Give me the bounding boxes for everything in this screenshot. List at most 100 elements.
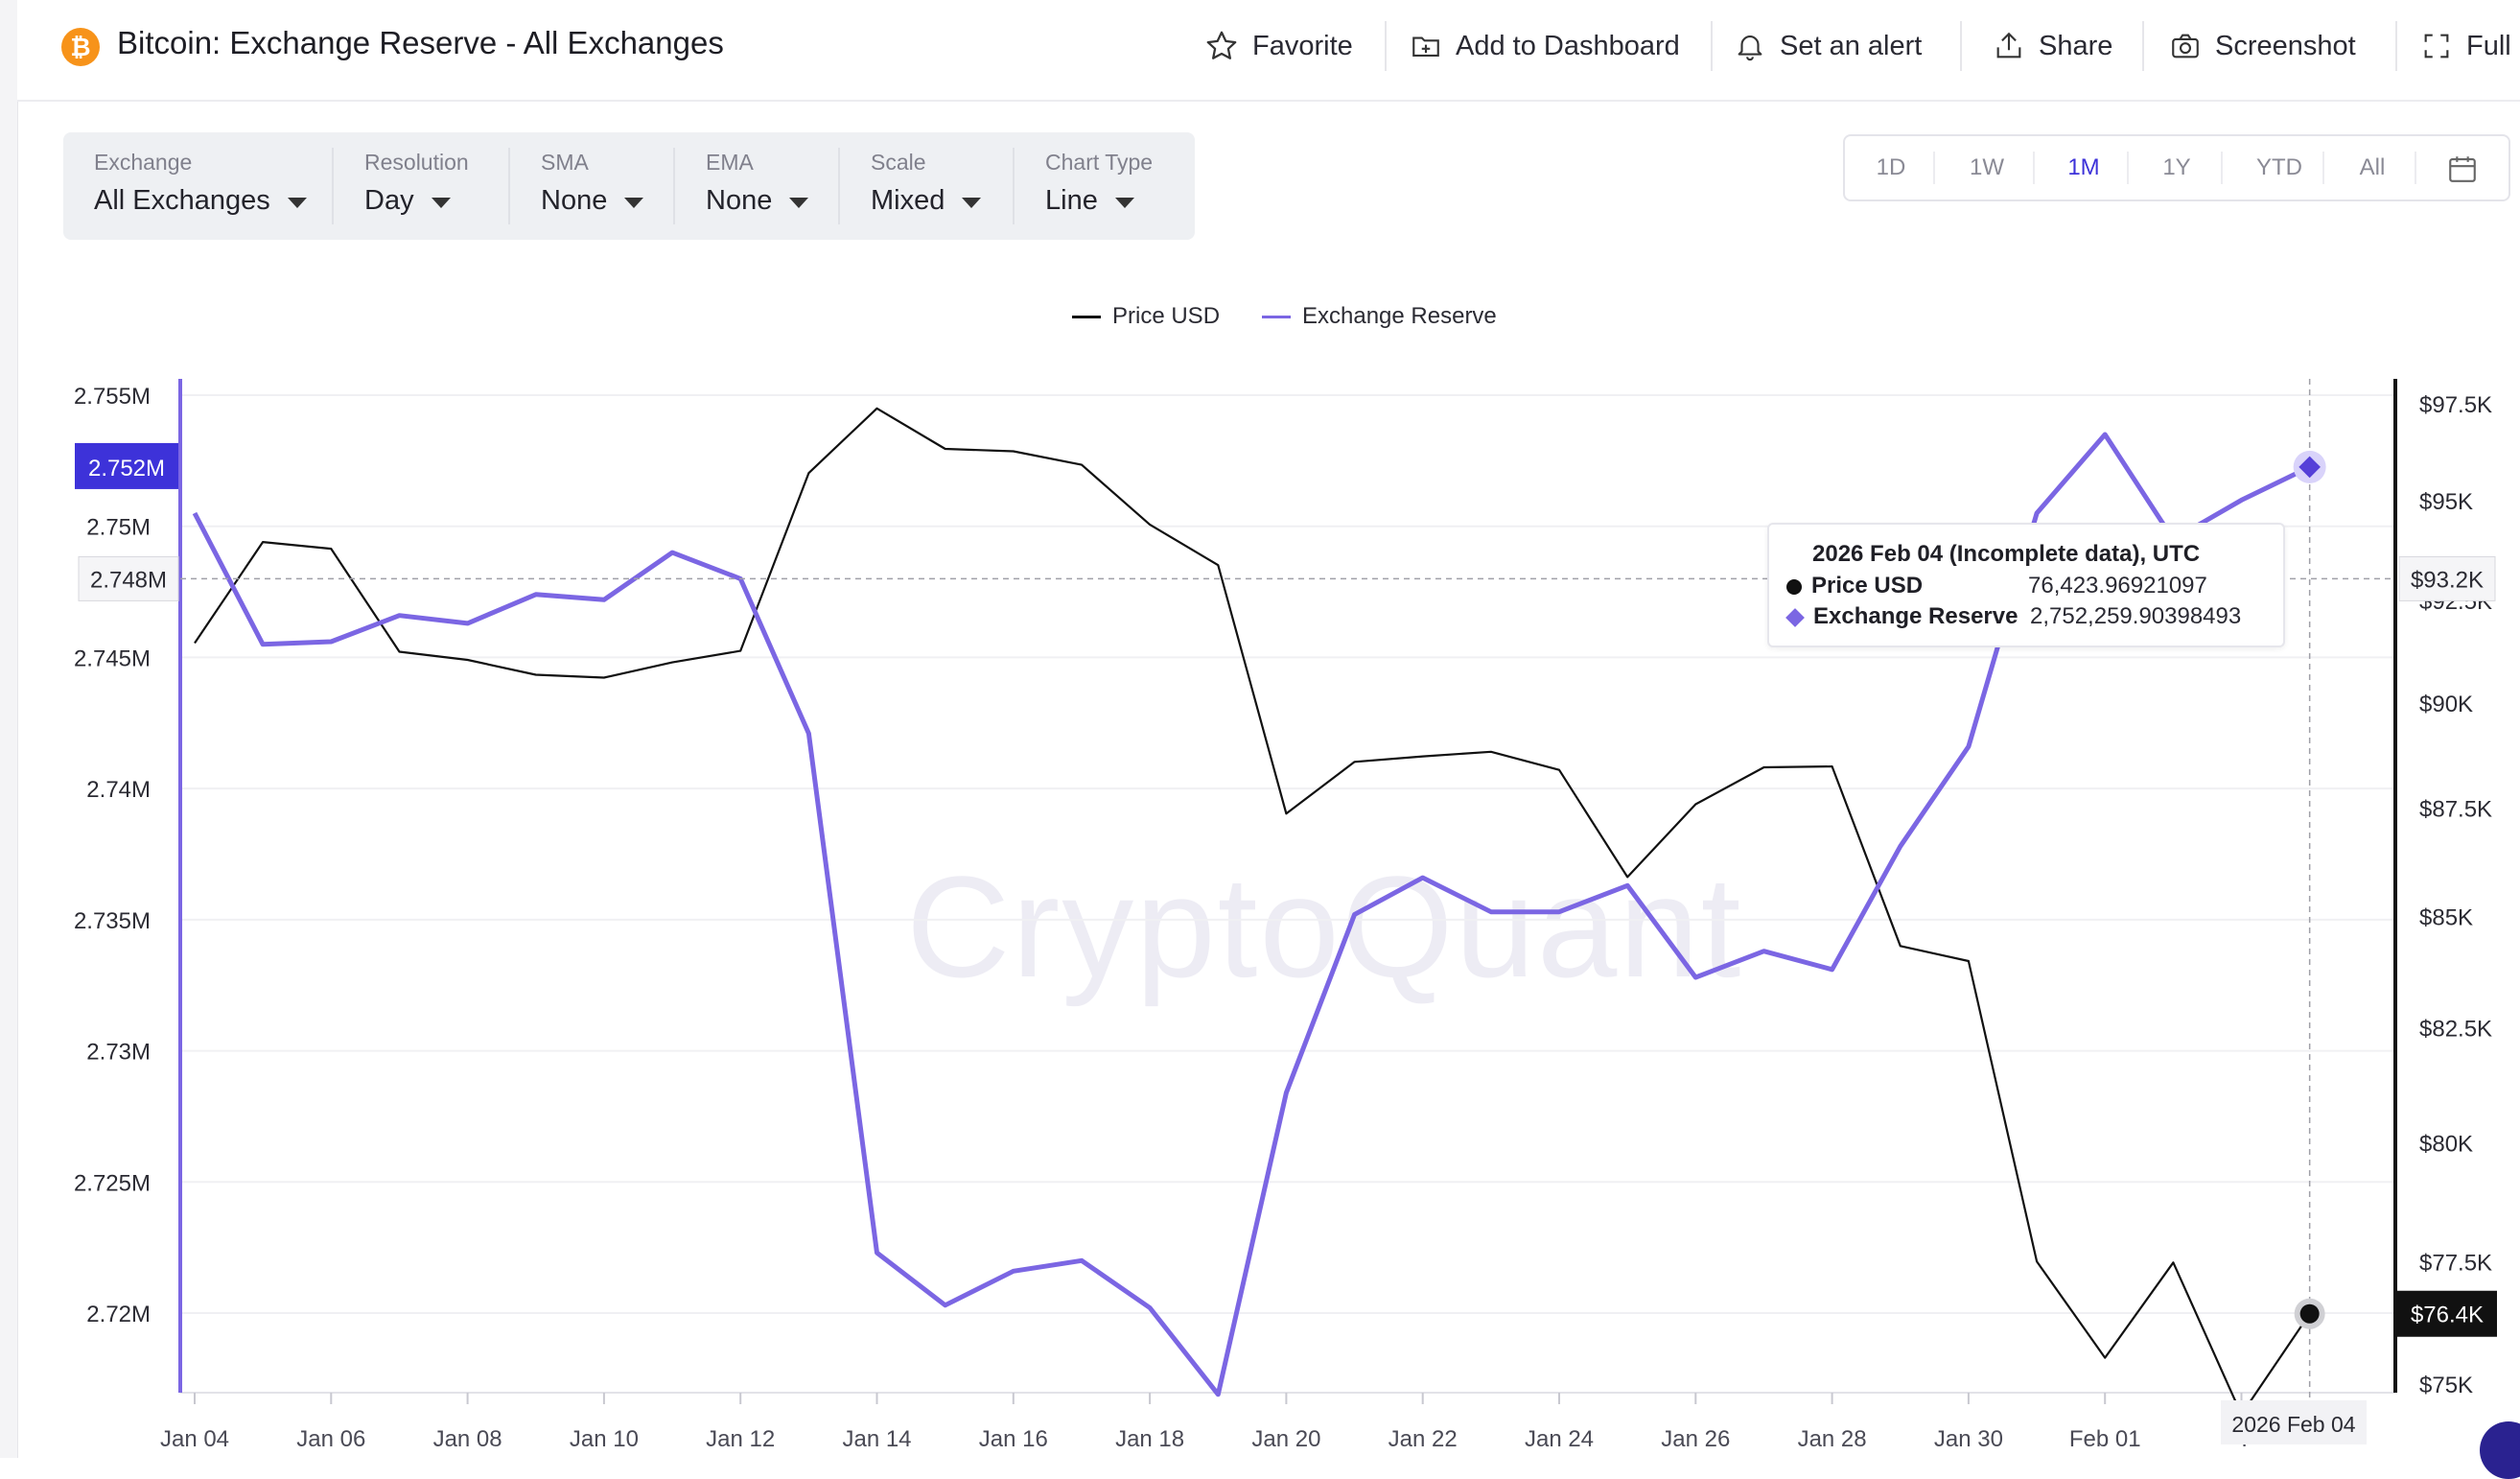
range-1w-button[interactable]: 1W <box>1970 154 2004 180</box>
chart-options-toolbar: Exchange All Exchanges Resolution Day SM… <box>63 132 1195 240</box>
range-1d-button[interactable]: 1D <box>1876 154 1906 180</box>
chevron-down-icon <box>287 198 307 209</box>
exchange-value: All Exchanges <box>94 185 270 216</box>
y-right-tick-label: $95K <box>2419 489 2473 515</box>
header-divider <box>2142 21 2144 71</box>
x-tick-label: Jan 26 <box>1661 1426 1730 1452</box>
legend-price-label: Price USD <box>1112 303 1221 329</box>
y-right-tick-label: $77.5K <box>2419 1250 2492 1276</box>
toolbar-divider <box>332 148 334 224</box>
y-right-tick-label: $85K <box>2419 904 2473 930</box>
y-left-tick-label: 2.73M <box>86 1040 151 1066</box>
tooltip-reserve-row: Exchange Reserve 2,752,259.90398493 <box>1785 603 2241 630</box>
reserve-current-badge <box>75 442 178 489</box>
x-tick-label: Jan 04 <box>160 1426 229 1452</box>
y-left-tick-label: 2.72M <box>86 1302 151 1327</box>
tooltip-price-name: Price USD <box>1811 573 1924 599</box>
favorite-button[interactable]: Favorite <box>1204 21 1353 71</box>
ema-value: None <box>706 185 773 216</box>
y-right-tick-label: $75K <box>2419 1373 2473 1398</box>
fullscreen-button[interactable]: Full <box>2420 21 2511 71</box>
resolution-select[interactable]: Resolution Day <box>364 150 469 226</box>
range-divider <box>2322 152 2324 184</box>
ema-select[interactable]: EMA None <box>706 150 809 226</box>
toolbar-divider <box>508 148 510 224</box>
chart-type-label: Chart Type <box>1045 150 1154 175</box>
range-divider <box>1933 152 1935 184</box>
x-tick-label: Jan 20 <box>1251 1426 1320 1452</box>
scale-value: Mixed <box>871 185 945 216</box>
legend-item-price[interactable]: Price USD <box>1072 303 1220 330</box>
sma-select[interactable]: SMA None <box>541 150 644 226</box>
y-right-tick-label: $87.5K <box>2419 797 2492 823</box>
sma-label: SMA <box>541 150 589 175</box>
chevron-down-icon <box>789 198 809 209</box>
legend-reserve-label: Exchange Reserve <box>1302 303 1497 329</box>
range-1m-button[interactable]: 1M <box>2067 154 2100 180</box>
exchange-reserve-line[interactable] <box>192 432 2311 1397</box>
scale-select[interactable]: Scale Mixed <box>871 150 982 226</box>
y-right-tick-label: $82.5K <box>2419 1017 2492 1043</box>
price-usd-line[interactable] <box>194 407 2311 1416</box>
scale-label: Scale <box>871 150 926 175</box>
exchange-select[interactable]: Exchange All Exchanges <box>94 150 307 226</box>
resolution-value: Day <box>364 185 414 216</box>
y-right-tick-label: $90K <box>2419 692 2473 717</box>
x-tick-label: Jan 14 <box>842 1426 911 1452</box>
fullscreen-label: Full <box>2466 30 2511 61</box>
y-left-tick-label: 2.755M <box>74 384 151 410</box>
range-all-button[interactable]: All <box>2359 154 2386 180</box>
range-ytd-button[interactable]: YTD <box>2256 154 2302 180</box>
y-right-tick-label: $80K <box>2419 1132 2473 1158</box>
chevron-down-icon <box>962 198 982 209</box>
x-tick-label: Jan 06 <box>296 1426 365 1452</box>
screenshot-label: Screenshot <box>2215 30 2356 61</box>
price-current-badge-label: $76.4K <box>2411 1303 2484 1328</box>
tooltip-reserve-name: Exchange Reserve <box>1813 603 2018 629</box>
cryptoquant-watermark: CryptoQuant <box>906 846 1743 1007</box>
resolution-label: Resolution <box>364 150 469 175</box>
tooltip-price-row: Price USD 76,423.96921097 <box>1786 573 2207 599</box>
set-alert-label: Set an alert <box>1780 30 1923 61</box>
toolbar-divider <box>1013 148 1015 224</box>
chart-type-select[interactable]: Chart Type Line <box>1045 150 1153 226</box>
hover-tooltip: 2026 Feb 04 (Incomplete data), UTC Price… <box>1767 523 2285 647</box>
screenshot-button[interactable]: Screenshot <box>2169 21 2356 71</box>
add-to-dashboard-button[interactable]: Add to Dashboard <box>1410 21 1680 71</box>
price-current-badge <box>2397 1290 2497 1337</box>
reserve-point-diamond[interactable] <box>2298 456 2321 479</box>
set-alert-button[interactable]: Set an alert <box>1734 21 1922 71</box>
chevron-down-icon <box>431 198 451 209</box>
exchange-label: Exchange <box>94 150 193 175</box>
chart-type-value: Line <box>1045 185 1098 216</box>
tooltip-price-value: 76,423.96921097 <box>2028 573 2207 599</box>
legend-item-reserve[interactable]: Exchange Reserve <box>1262 303 1497 330</box>
chevron-down-icon <box>1114 198 1134 209</box>
calendar-icon <box>2449 155 2476 182</box>
ema-label: EMA <box>706 150 754 175</box>
add-to-dashboard-label: Add to Dashboard <box>1456 30 1680 61</box>
tooltip-title: 2026 Feb 04 (Incomplete data), UTC <box>1812 541 2201 567</box>
chevron-down-icon <box>624 198 644 209</box>
toolbar-divider <box>673 148 675 224</box>
y-left-tick-label: 2.725M <box>74 1170 151 1196</box>
reserve-hover-badge-label: 2.748M <box>90 567 167 593</box>
y-left-tick-label: 2.74M <box>86 777 151 803</box>
price-hover-badge <box>2398 555 2496 601</box>
share-button[interactable]: Share <box>1993 21 2112 71</box>
favorite-label: Favorite <box>1252 30 1353 61</box>
range-divider <box>2221 152 2223 184</box>
tooltip-reserve-marker <box>1785 607 1805 627</box>
calendar-button[interactable] <box>2432 136 2493 200</box>
left-gutter <box>0 0 18 1458</box>
header-divider <box>1960 21 1962 71</box>
price-point-dot[interactable] <box>2299 1303 2320 1324</box>
legend-price-swatch <box>1072 315 1101 318</box>
x-tick-label: Jan 30 <box>1934 1426 2003 1452</box>
share-icon <box>1996 32 2021 59</box>
range-1y-button[interactable]: 1Y <box>2162 154 2191 180</box>
page-title: Bitcoin: Exchange Reserve - All Exchange… <box>117 25 724 60</box>
header-bar: ₿ Bitcoin: Exchange Reserve - All Exchan… <box>17 0 2520 102</box>
reserve-hover-badge <box>78 555 179 601</box>
